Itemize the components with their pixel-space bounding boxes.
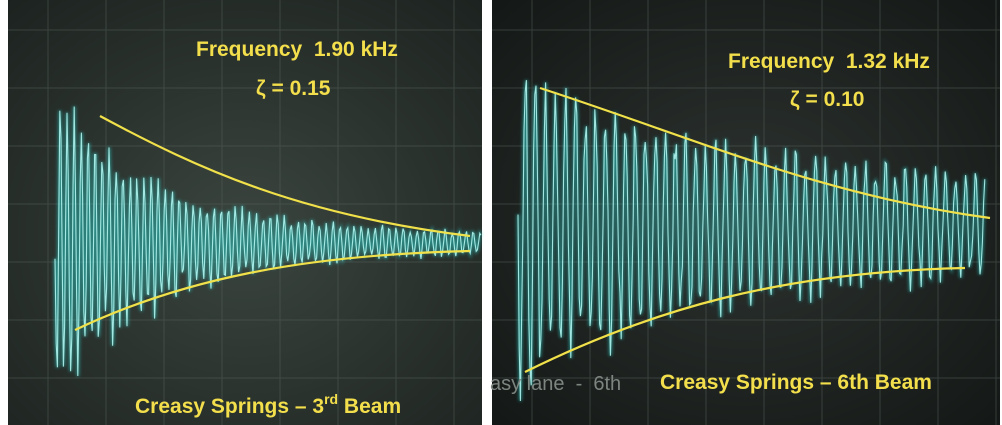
frequency-label: Frequency 1.90 kHz [196, 38, 398, 61]
ghost-text: asy lane - 6th [490, 373, 621, 395]
caption-text: Beam [338, 395, 401, 418]
envelopes [74, 86, 991, 373]
caption-superscript: rd [324, 391, 338, 407]
caption-text: Creasy Springs – 3 [135, 395, 324, 418]
envelope-upper [539, 86, 991, 220]
envelope-lower [74, 249, 471, 331]
damping-label: ζ = 0.15 [256, 77, 331, 100]
caption: Creasy Springs – 6th Beam [660, 371, 932, 394]
envelope-lower [524, 266, 966, 373]
damping-label: ζ = 0.10 [790, 88, 864, 111]
waveforms [53, 79, 987, 402]
waveform [517, 80, 986, 402]
waveform [54, 106, 482, 377]
envelope-upper [99, 115, 471, 238]
frequency-label: Frequency 1.32 kHz [728, 50, 930, 73]
caption: Creasy Springs – 3rd Beam [135, 391, 401, 418]
